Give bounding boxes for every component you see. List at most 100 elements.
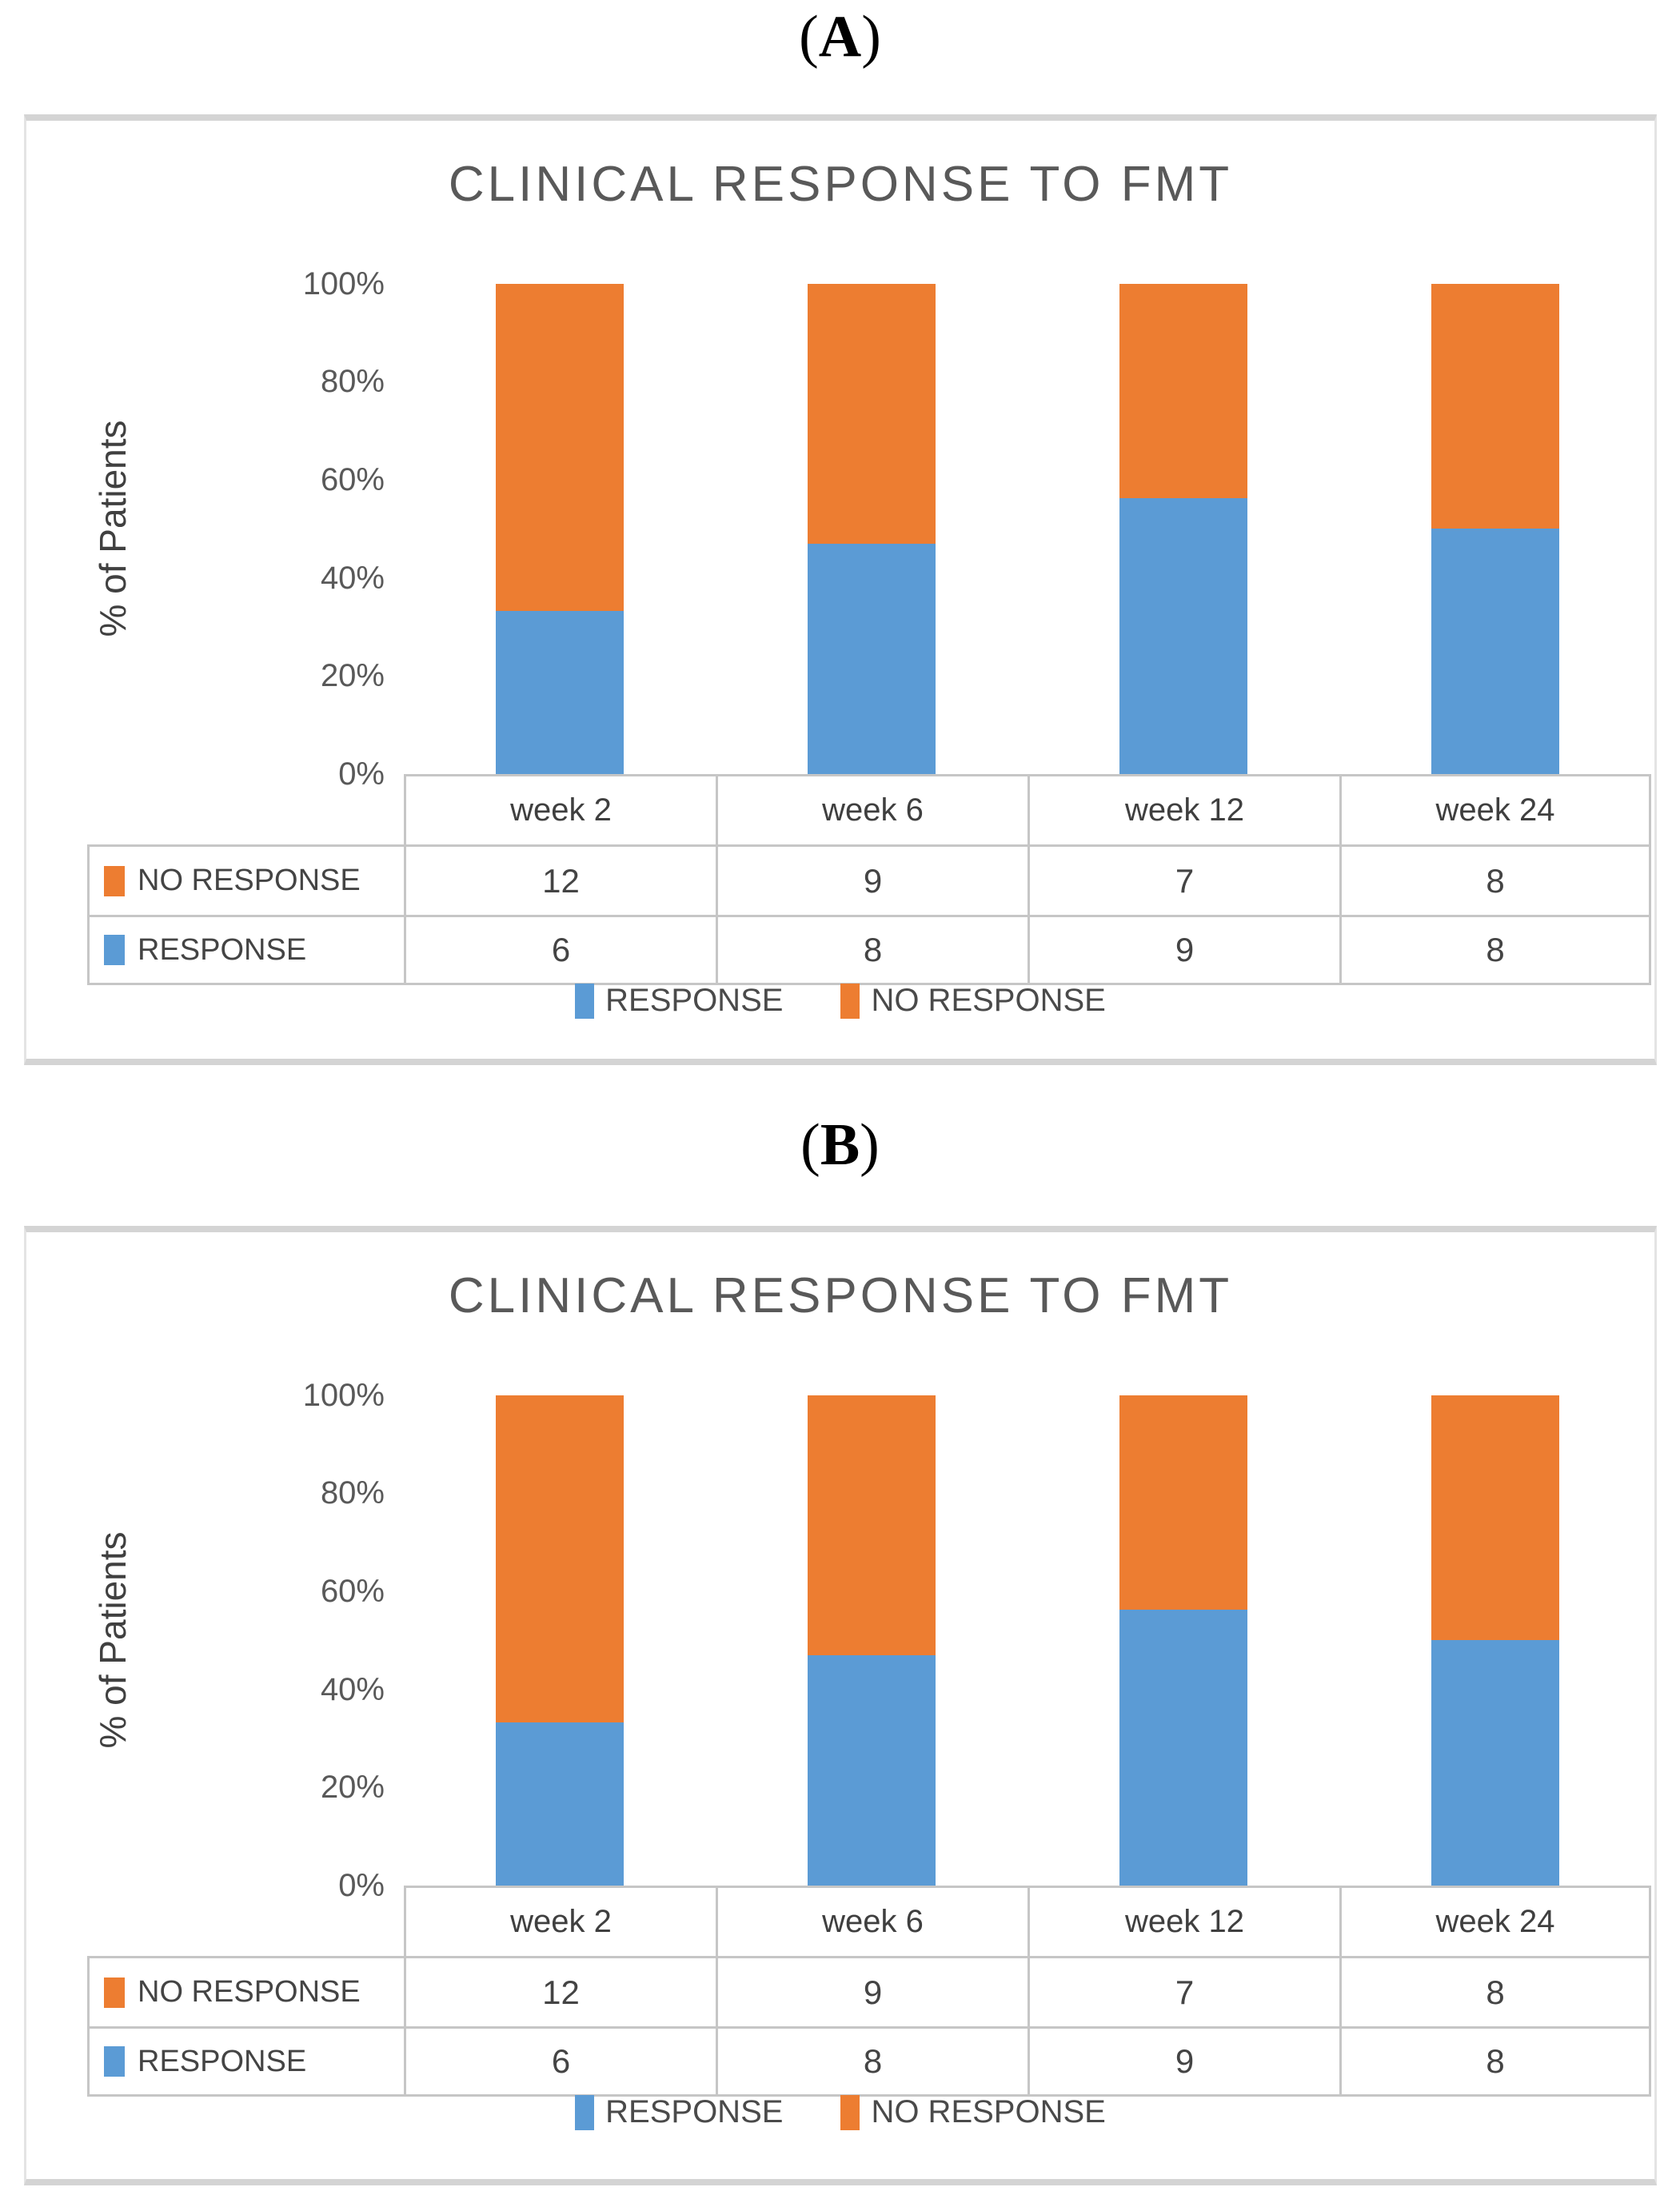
legend-label: NO RESPONSE — [871, 2094, 1106, 2129]
table-header-week-2: week 2 — [404, 774, 716, 844]
y-tick-40: 40% — [320, 1672, 385, 1707]
table-cell: 8 — [1339, 1956, 1651, 2026]
response-legend-swatch-icon — [575, 2094, 595, 2130]
table-cell: 6 — [404, 2026, 716, 2097]
y-axis-title: % of Patients — [92, 420, 134, 637]
response-swatch-icon — [104, 2046, 125, 2077]
no-response-segment — [1431, 1395, 1559, 1640]
y-tick-100: 100% — [302, 266, 385, 301]
table-header-week-6: week 6 — [716, 774, 1028, 844]
response-segment — [496, 611, 624, 774]
response-segment — [1431, 1640, 1559, 1886]
table-cell: 8 — [716, 915, 1028, 985]
table-cell: 9 — [1028, 2026, 1339, 2097]
response-legend-swatch-icon — [575, 983, 595, 1019]
paren-open: ( — [799, 4, 819, 70]
no-response-swatch-icon — [104, 865, 125, 896]
paren-open: ( — [800, 1112, 820, 1178]
response-segment — [1431, 529, 1559, 774]
panel-a: CLINICAL RESPONSE TO FMT % of Patients 1… — [24, 114, 1657, 1065]
table-cell: 8 — [1339, 844, 1651, 915]
legend-item-no-response: NO RESPONSE — [840, 983, 1106, 1019]
row-label-text: NO RESPONSE — [138, 864, 361, 897]
table-cell: 7 — [1028, 844, 1339, 915]
table-header-week-12: week 12 — [1028, 1886, 1339, 1956]
no-response-swatch-icon — [104, 1977, 125, 2008]
legend-item-response: RESPONSE — [575, 983, 783, 1019]
plot-area — [404, 284, 1651, 774]
no-response-segment — [1119, 284, 1247, 498]
table-header-week-24: week 24 — [1339, 1886, 1651, 1956]
table-cell: 9 — [716, 1956, 1028, 2026]
y-tick-80: 80% — [320, 1475, 385, 1511]
legend-item-response: RESPONSE — [575, 2094, 783, 2130]
figure-label-b: (B) — [0, 1112, 1680, 1178]
table-row-label-response: RESPONSE — [87, 2026, 404, 2097]
y-tick-40: 40% — [320, 561, 385, 596]
table-cell: 6 — [404, 915, 716, 985]
table-cell: 7 — [1028, 1956, 1339, 2026]
response-swatch-icon — [104, 935, 125, 965]
table-header-week-2: week 2 — [404, 1886, 716, 1956]
y-tick-20: 20% — [320, 1770, 385, 1805]
table-cell: 12 — [404, 844, 716, 915]
y-tick-100: 100% — [302, 1378, 385, 1413]
legend-label: RESPONSE — [605, 983, 784, 1018]
bar-week-24 — [1431, 284, 1559, 774]
y-tick-0: 0% — [338, 756, 385, 792]
chart-legend: RESPONSE NO RESPONSE — [26, 2094, 1654, 2130]
figure-letter: A — [818, 4, 862, 70]
no-response-segment — [496, 284, 624, 611]
bar-week-24 — [1431, 1395, 1559, 1886]
bar-week-12 — [1119, 1395, 1247, 1886]
table-cell: 8 — [1339, 915, 1651, 985]
response-segment — [1119, 498, 1247, 774]
no-response-segment — [1431, 284, 1559, 529]
chart-title: CLINICAL RESPONSE TO FMT — [448, 157, 1233, 212]
legend-item-no-response: NO RESPONSE — [840, 2094, 1106, 2130]
bar-week-6 — [808, 284, 936, 774]
no-response-segment — [808, 1395, 936, 1655]
no-response-legend-swatch-icon — [840, 2094, 860, 2130]
table-row-label-no-response: NO RESPONSE — [87, 844, 404, 915]
bar-week-2 — [496, 1395, 624, 1886]
table-header-week-12: week 12 — [1028, 774, 1339, 844]
table-cell: 8 — [1339, 2026, 1651, 2097]
table-cell: 12 — [404, 1956, 716, 2026]
plot-area — [404, 1395, 1651, 1886]
row-label-text: NO RESPONSE — [138, 1975, 361, 2009]
bar-week-6 — [808, 1395, 936, 1886]
legend-label: NO RESPONSE — [871, 983, 1106, 1018]
chart-legend: RESPONSE NO RESPONSE — [26, 983, 1654, 1019]
chart-title: CLINICAL RESPONSE TO FMT — [448, 1268, 1233, 1323]
table-header-week-6: week 6 — [716, 1886, 1028, 1956]
no-response-segment — [1119, 1395, 1247, 1610]
table-header-week-24: week 24 — [1339, 774, 1651, 844]
paren-close: ) — [861, 4, 881, 70]
row-label-text: RESPONSE — [138, 2044, 307, 2078]
figure-letter: B — [820, 1112, 860, 1178]
no-response-segment — [808, 284, 936, 544]
table-cell: 9 — [1028, 915, 1339, 985]
response-segment — [496, 1722, 624, 1886]
table-row-label-response: RESPONSE — [87, 915, 404, 985]
y-axis-title: % of Patients — [92, 1531, 134, 1749]
bar-week-12 — [1119, 284, 1247, 774]
paren-close: ) — [860, 1112, 880, 1178]
figure-label-a: (A) — [0, 4, 1680, 70]
y-tick-20: 20% — [320, 658, 385, 693]
y-tick-80: 80% — [320, 364, 385, 399]
y-tick-60: 60% — [320, 462, 385, 497]
response-segment — [808, 1655, 936, 1886]
legend-label: RESPONSE — [605, 2094, 784, 2129]
y-tick-60: 60% — [320, 1574, 385, 1609]
y-tick-0: 0% — [338, 1868, 385, 1903]
no-response-legend-swatch-icon — [840, 983, 860, 1019]
response-segment — [808, 544, 936, 774]
bar-week-2 — [496, 284, 624, 774]
panel-b: CLINICAL RESPONSE TO FMT % of Patients 1… — [24, 1226, 1657, 2185]
row-label-text: RESPONSE — [138, 932, 307, 967]
table-cell: 9 — [716, 844, 1028, 915]
table-row-label-no-response: NO RESPONSE — [87, 1956, 404, 2026]
table-cell: 8 — [716, 2026, 1028, 2097]
